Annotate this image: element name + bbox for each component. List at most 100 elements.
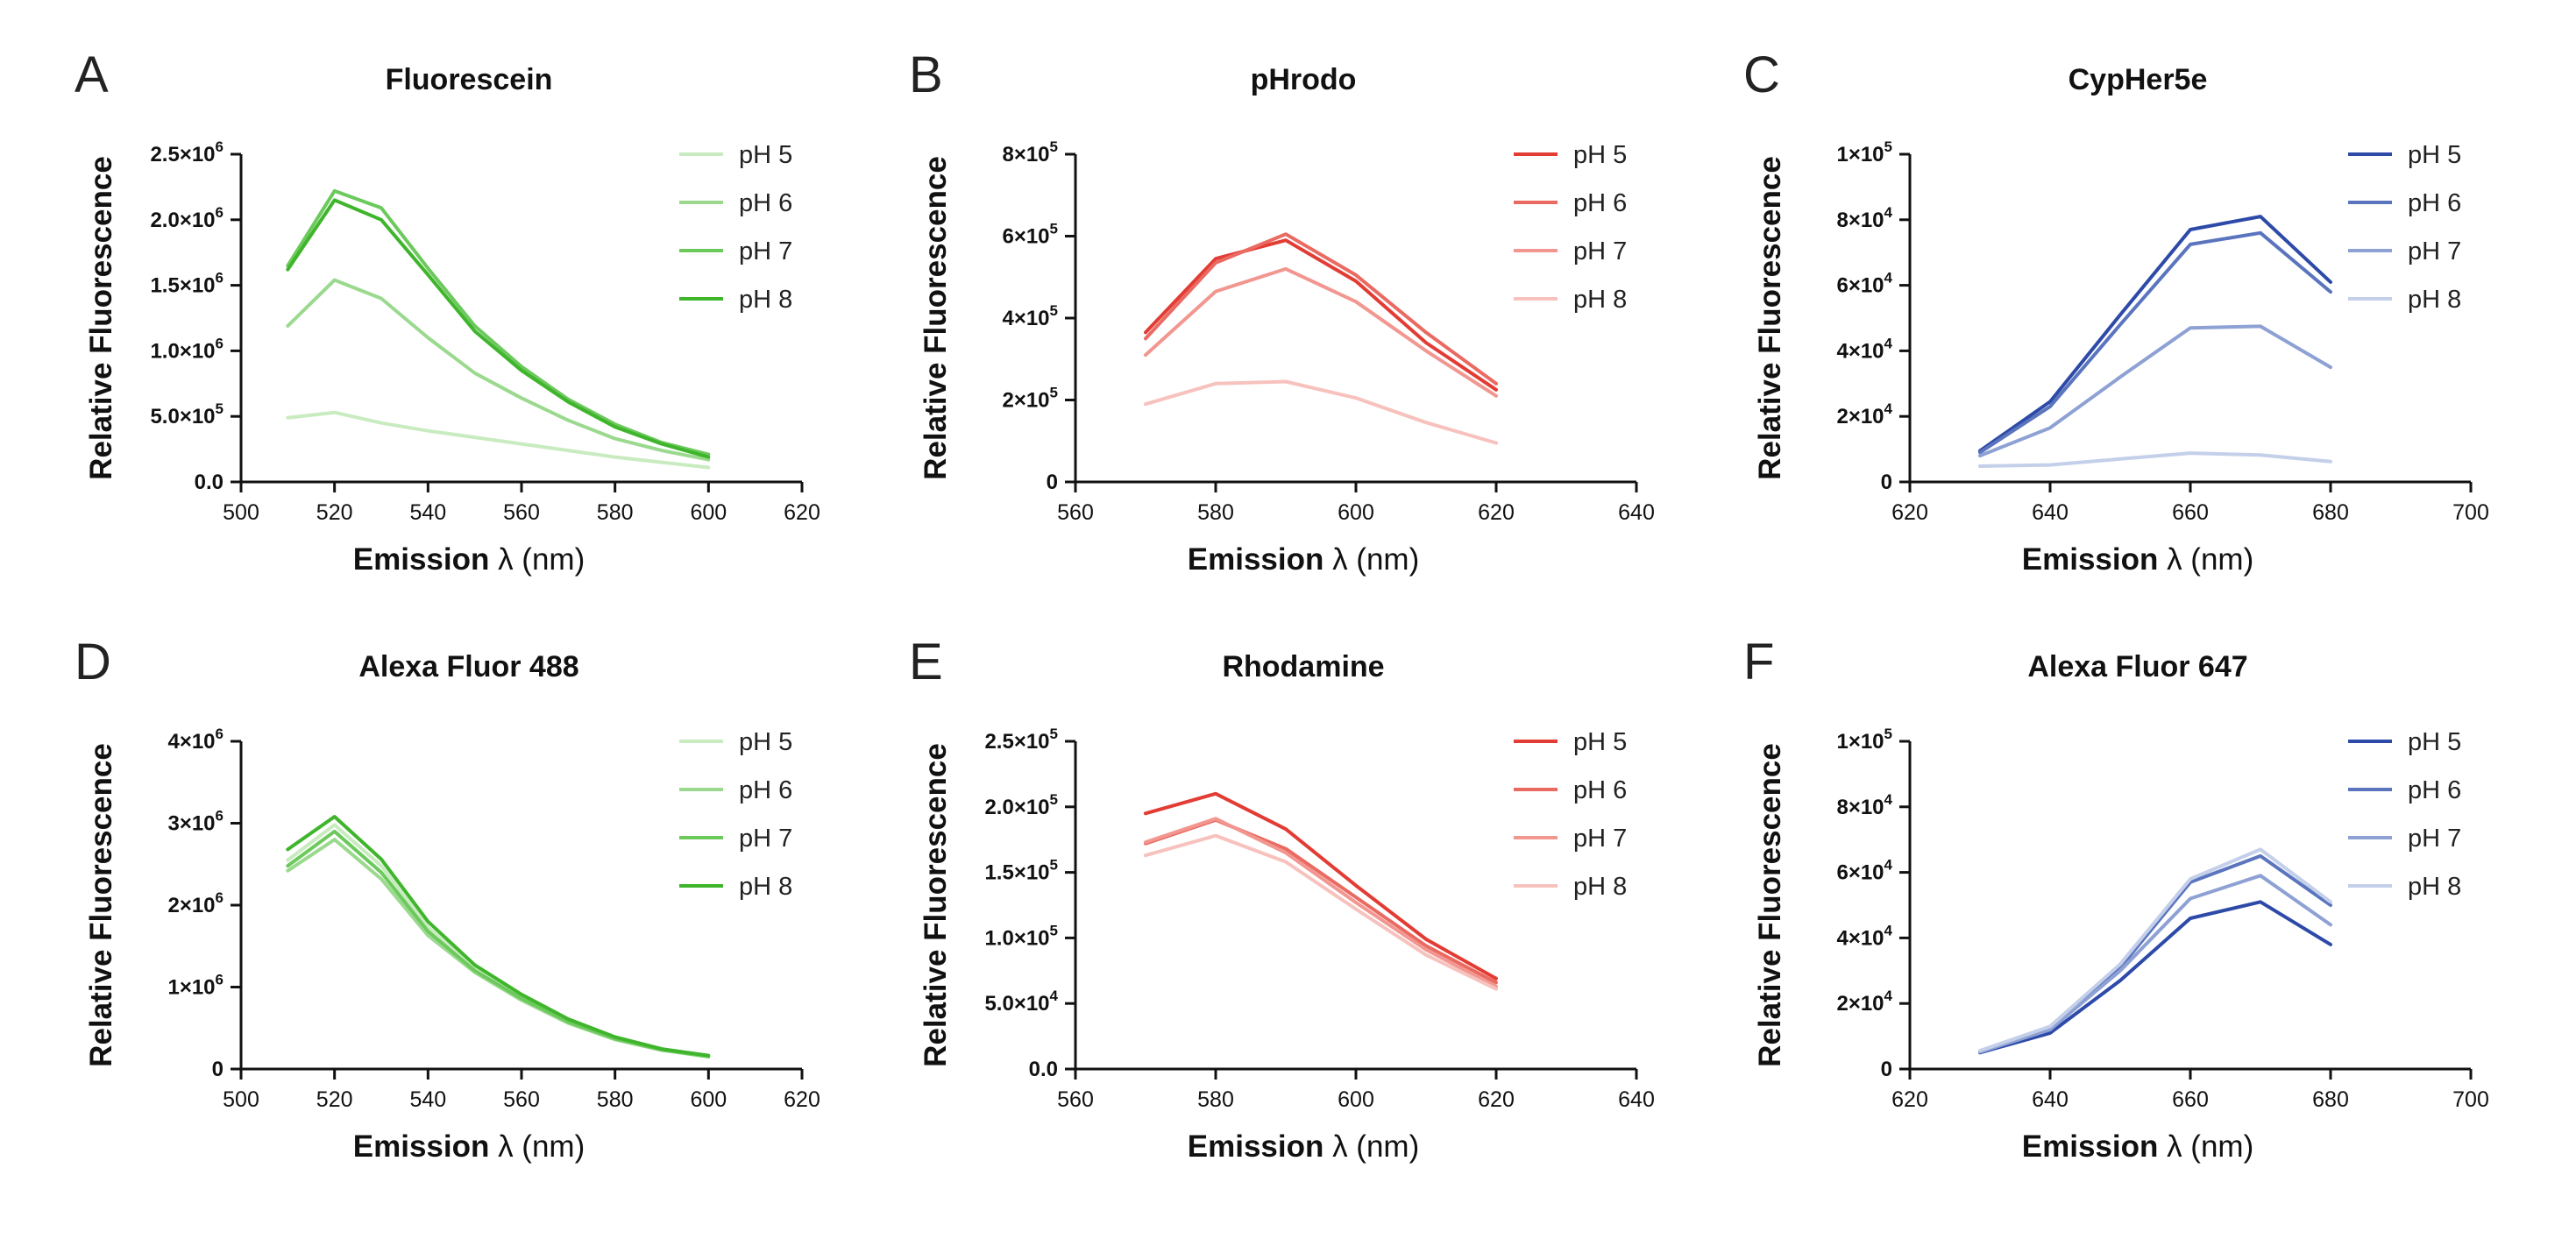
x-tick-label: 620	[784, 500, 820, 525]
series-line-ph-8	[286, 198, 711, 459]
panel-letter: F	[1743, 634, 1774, 690]
y-tick-label: 1×105	[1836, 726, 1892, 754]
x-tick-label: 520	[316, 1087, 353, 1112]
y-tick-label: 1×105	[1836, 138, 1892, 166]
y-tick-label: 0	[1047, 471, 1058, 494]
x-tick-label: 700	[2452, 500, 2489, 525]
x-tick-label: 520	[316, 500, 353, 525]
chart-rhodamine: E Rhodamine 560 580 600 620 640 0.0 5.0×104 1.0×1…	[909, 634, 1655, 1164]
y-axis-label: Relative Fluorescence	[1753, 743, 1787, 1067]
y-tick-label: 0	[1881, 1058, 1892, 1081]
series-line-ph-7	[1144, 266, 1498, 398]
series-line-ph-7	[1144, 817, 1498, 988]
x-tick-label: 660	[2172, 1087, 2209, 1112]
chart-alexa-fluor-647: F Alexa Fluor 647 620 640 660 680 700 0 2×104 4×1…	[1743, 634, 2489, 1164]
y-tick-label: 4×104	[1836, 922, 1892, 950]
series-line-ph-5	[1144, 791, 1498, 981]
legend-label: pH 7	[1573, 237, 1627, 266]
y-tick-label: 0	[1881, 471, 1892, 494]
legend-label: pH 7	[739, 825, 792, 853]
y-axis-label: Relative Fluorescence	[919, 743, 953, 1067]
legend-label: pH 6	[1573, 776, 1627, 804]
y-tick-label: 1.5×106	[150, 270, 224, 298]
series-line-ph-6	[1978, 230, 2332, 455]
series-line-ph-7	[286, 188, 711, 457]
legend-label: pH 6	[1573, 189, 1627, 217]
series-line-ph-5	[286, 823, 711, 1058]
legend-label: pH 6	[739, 189, 792, 217]
panel-c: C CypHer5e 620 640 660 680 700 0 2×104 4×104 6×104…	[1721, 35, 2563, 648]
series-line-ph-8	[1144, 379, 1498, 445]
legend-label: pH 8	[739, 873, 792, 901]
legend-label: pH 8	[2408, 286, 2461, 314]
legend-label: pH 5	[2408, 728, 2461, 756]
x-tick-label: 640	[2032, 1087, 2069, 1112]
legend-label: pH 5	[739, 728, 792, 756]
panel-letter: E	[909, 634, 943, 690]
y-tick-label: 2×105	[1002, 385, 1058, 413]
y-tick-label: 5.0×104	[984, 988, 1058, 1016]
chart-title: Alexa Fluor 647	[2027, 650, 2247, 683]
y-tick-label: 8×105	[1002, 138, 1058, 166]
legend-label: pH 6	[2408, 776, 2461, 804]
x-tick-label: 540	[409, 500, 446, 525]
y-tick-label: 2.0×105	[984, 791, 1058, 819]
y-tick-label: 1.0×105	[984, 922, 1058, 950]
x-tick-label: 600	[1338, 500, 1374, 525]
y-tick-label: 8×104	[1836, 204, 1892, 232]
y-tick-label: 5.0×105	[150, 400, 224, 428]
series-line-ph-5	[1978, 215, 2332, 453]
y-tick-label: 0.0	[195, 471, 224, 494]
legend-label: pH 5	[1573, 141, 1627, 169]
x-tick-label: 620	[1478, 500, 1515, 525]
x-tick-label: 620	[1891, 500, 1928, 525]
y-tick-label: 1.0×106	[150, 335, 224, 363]
series-line-ph-6	[286, 838, 711, 1058]
legend-label: pH 6	[739, 776, 792, 804]
chart-title: Fluorescein	[386, 63, 553, 96]
legend-label: pH 8	[2408, 873, 2461, 901]
legend-label: pH 7	[739, 237, 792, 266]
y-tick-label: 3×106	[167, 808, 224, 836]
series-line-ph-5	[1144, 238, 1498, 392]
x-tick-label: 700	[2452, 1087, 2489, 1112]
legend-label: pH 5	[1573, 728, 1627, 756]
x-tick-label: 640	[1618, 1087, 1655, 1112]
x-axis-label: Emission λ (nm)	[2022, 1129, 2253, 1164]
y-tick-label: 6×104	[1836, 270, 1892, 298]
y-tick-label: 0.0	[1029, 1058, 1058, 1081]
x-tick-label: 580	[1197, 500, 1234, 525]
y-tick-label: 4×105	[1002, 302, 1058, 330]
y-axis-label: Relative Fluorescence	[1753, 156, 1787, 480]
x-axis-label: Emission λ (nm)	[353, 1129, 585, 1164]
legend-label: pH 8	[1573, 873, 1627, 901]
panel-letter: D	[75, 634, 111, 690]
legend-label: pH 8	[1573, 286, 1627, 314]
panel-d: D Alexa Fluor 488 500 520 540 560 580 600 620 0 1×…	[53, 622, 894, 1235]
legend-label: pH 7	[1573, 825, 1627, 853]
series-line-ph-7	[1978, 324, 2332, 458]
series-line-ph-8	[1978, 847, 2332, 1053]
panel-f: F Alexa Fluor 647 620 640 660 680 700 0 2×104 4×1…	[1721, 622, 2563, 1235]
x-tick-label: 600	[690, 500, 727, 525]
x-tick-label: 560	[503, 1087, 540, 1112]
x-tick-label: 600	[690, 1087, 727, 1112]
chart-fluorescein: A Fluorescein 500 520 540 560 580 600 620 0.0 5.0×…	[75, 46, 820, 577]
chart-cypher5e: C CypHer5e 620 640 660 680 700 0 2×104 4×104 6×104…	[1743, 46, 2489, 577]
series-line-ph-5	[1978, 900, 2332, 1055]
y-tick-label: 2.5×105	[984, 726, 1058, 754]
legend-label: pH 7	[2408, 825, 2461, 853]
x-tick-label: 540	[409, 1087, 446, 1112]
x-tick-label: 680	[2312, 1087, 2349, 1112]
x-tick-label: 620	[784, 1087, 820, 1112]
y-tick-label: 2.0×106	[150, 204, 224, 232]
y-axis-label: Relative Fluorescence	[84, 156, 118, 480]
y-tick-label: 4×104	[1836, 335, 1892, 363]
series-line-ph-7	[1978, 874, 2332, 1054]
panel-e: E Rhodamine 560 580 600 620 640 0.0 5.0×104 1.0×1…	[887, 622, 1728, 1235]
x-tick-label: 560	[1057, 500, 1094, 525]
x-tick-label: 580	[597, 500, 634, 525]
x-tick-label: 620	[1478, 1087, 1515, 1112]
x-tick-label: 640	[2032, 500, 2069, 525]
y-tick-label: 4×106	[167, 726, 224, 754]
